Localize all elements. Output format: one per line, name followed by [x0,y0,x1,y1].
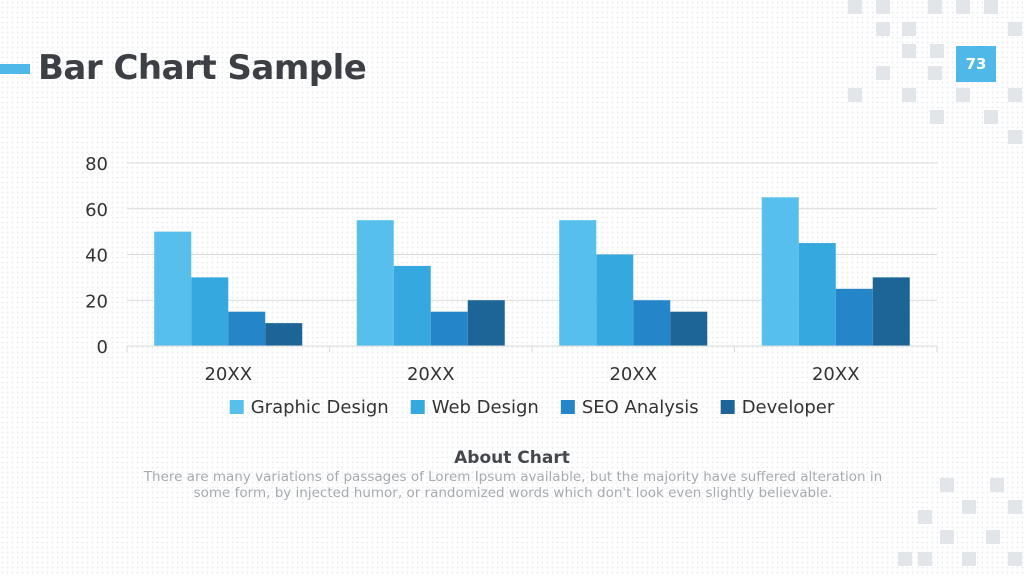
bar [798,243,836,346]
legend-swatch [720,400,735,414]
y-tick-label: 40 [85,246,108,267]
x-tick-label: 20XX [609,364,657,385]
bar [872,277,910,346]
slide-title: Bar Chart Sample [38,48,367,88]
y-tick-label: 60 [85,200,108,221]
legend-label: SEO Analysis [582,397,699,418]
legend-label: Web Design [432,397,539,418]
bar [835,288,873,346]
x-tick-label: 20XX [812,364,860,385]
bar [430,311,468,346]
bar [596,254,634,346]
bar [633,300,671,346]
bar [559,220,597,346]
legend-swatch [560,400,575,414]
bar [228,311,266,346]
y-tick-label: 80 [85,154,108,175]
about-chart-title: About Chart [454,448,570,468]
page-number-badge: 73 [956,46,996,82]
bar [356,220,394,346]
legend-label: Developer [742,397,835,418]
bar [393,265,431,346]
about-chart-text: There are many variations of passages of… [143,469,883,501]
y-tick-label: 0 [97,337,108,358]
bar [761,197,799,346]
x-tick-label: 20XX [204,364,252,385]
bar [154,231,192,346]
bar [467,300,505,346]
legend-label: Graphic Design [251,397,389,418]
bar-chart: 0 20 40 60 80 20XX 20XX 20XX 20XX Graphic Design W… [85,154,938,418]
x-tick-label: 20XX [407,364,455,385]
bar [265,323,303,346]
y-tick-label: 20 [85,291,108,312]
title-accent-bar [0,64,30,74]
legend-swatch [410,400,425,414]
legend-swatch [229,400,244,414]
bar [191,277,229,346]
bar [670,311,708,346]
